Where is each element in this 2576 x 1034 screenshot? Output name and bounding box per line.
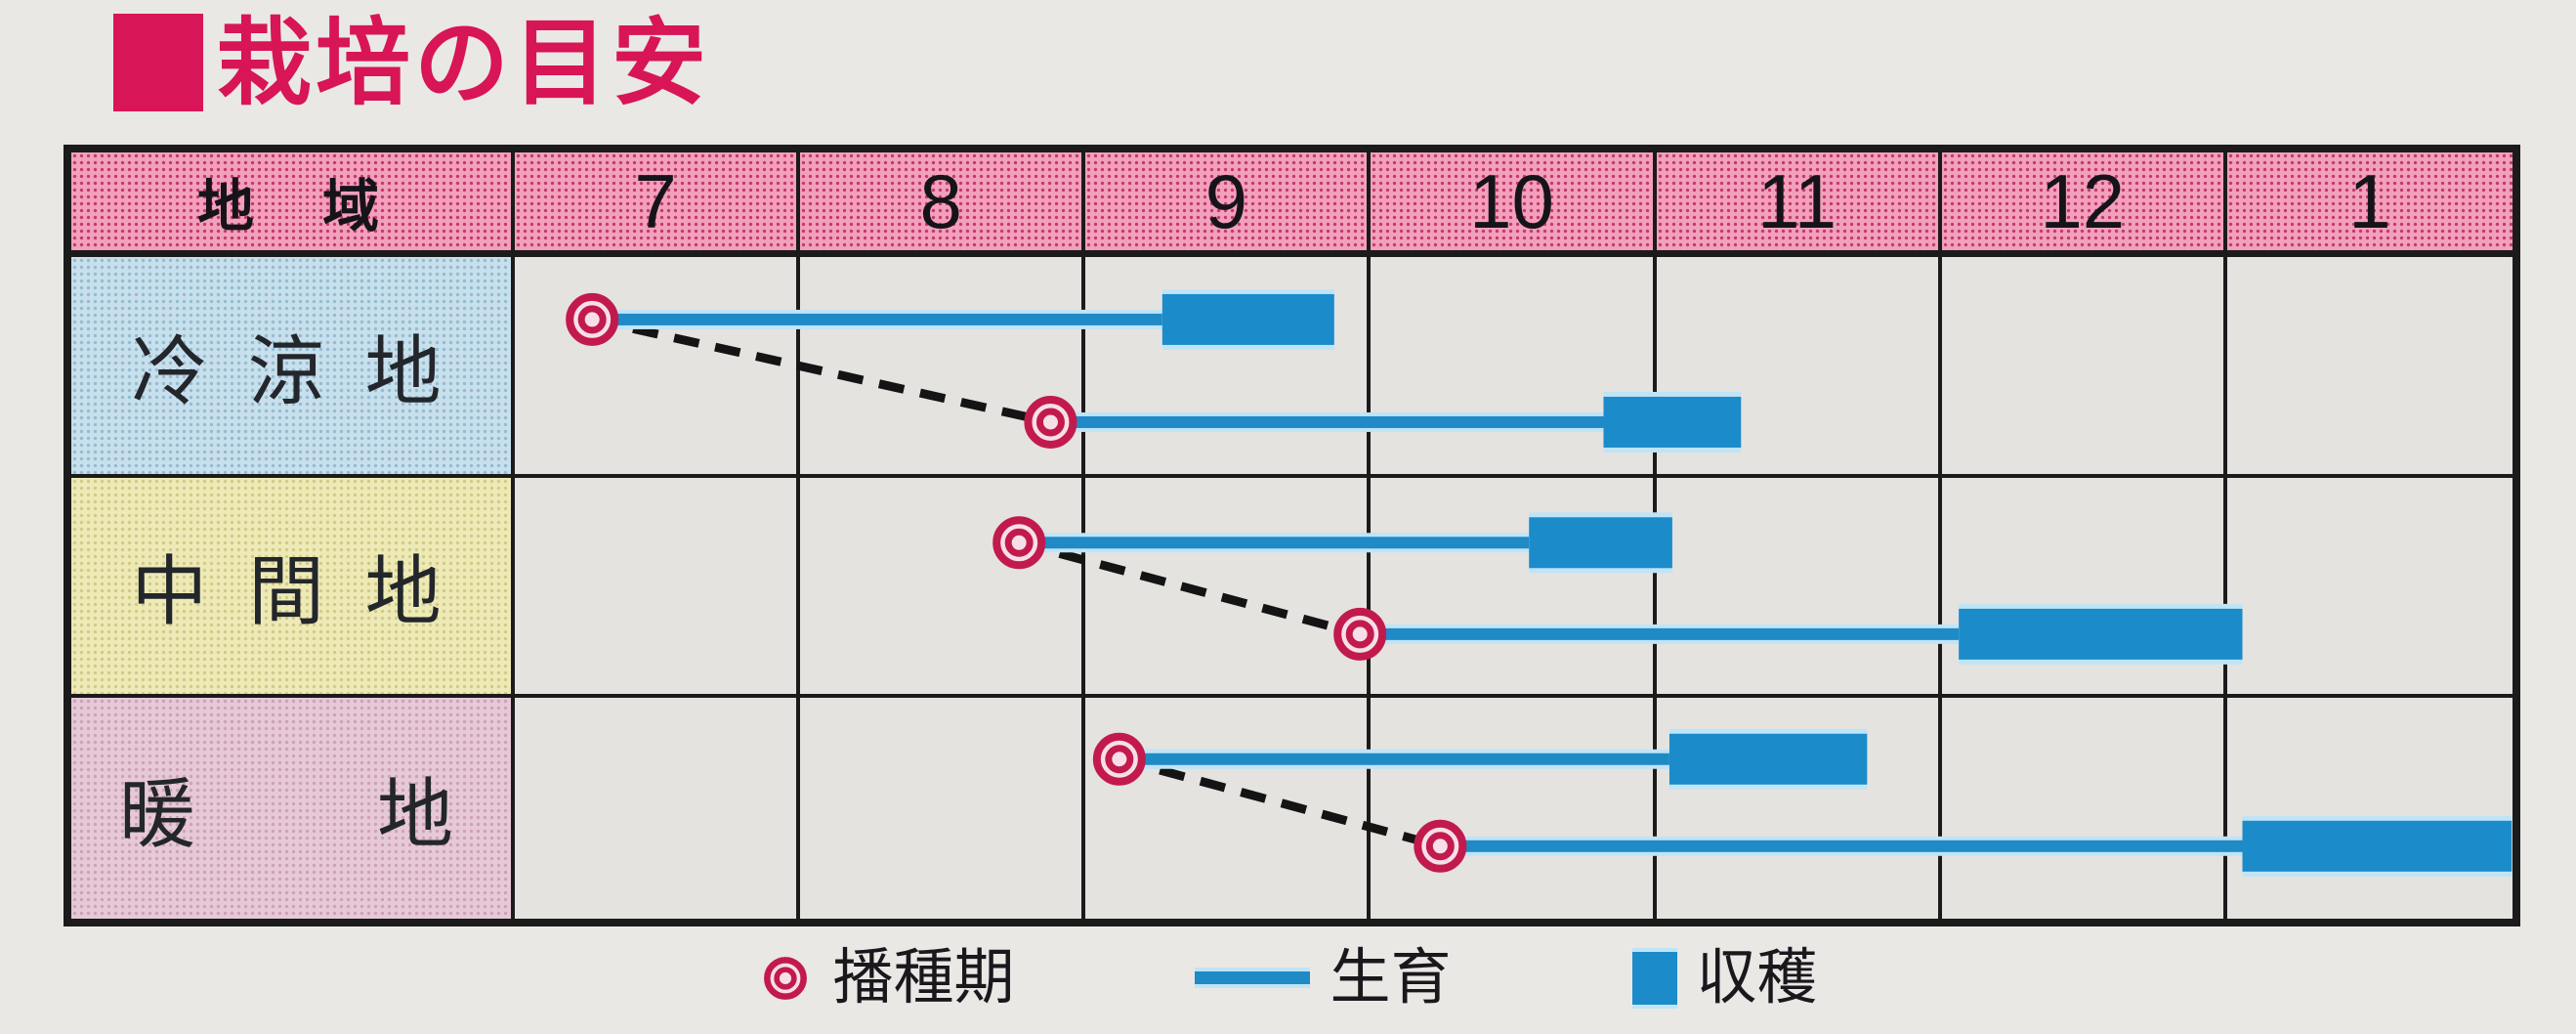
legend-label-sowing: 播種期	[832, 943, 1015, 1012]
page-title-row: 栽培の目安	[113, 14, 710, 111]
month-header-1: 1	[2226, 152, 2513, 257]
cultivation-table: 地 域 7 8 9 10 11 12 1 冷 涼 地中 間 地暖 地	[63, 145, 2520, 926]
month-header-8: 8	[800, 152, 1086, 257]
region-column-header: 地 域	[71, 152, 515, 257]
chart-cell	[1085, 477, 1372, 699]
region-label-冷涼地: 冷 涼 地	[71, 257, 515, 478]
legend: 播種期 生育 収穫	[0, 926, 2576, 1029]
chart-cell	[1371, 477, 1657, 699]
chart-cell	[800, 477, 1086, 699]
chart-cell	[515, 477, 801, 699]
chart-cell	[1085, 698, 1372, 919]
legend-item-sowing: 播種期	[758, 943, 1015, 1012]
chart-cell	[800, 698, 1086, 919]
chart-cell	[1941, 698, 2227, 919]
legend-item-growth: 生育	[1195, 943, 1452, 1012]
legend-label-harvest: 収穫	[1696, 943, 1818, 1012]
sowing-marker-icon	[764, 956, 808, 1000]
region-label-中間地: 中 間 地	[71, 477, 515, 699]
month-header-11: 11	[1656, 152, 1942, 257]
harvest-square-icon	[1631, 951, 1677, 1005]
chart-cell	[800, 257, 1086, 478]
chart-cell	[1656, 698, 1942, 919]
chart-cell	[1085, 257, 1372, 478]
chart-cell	[515, 257, 801, 478]
month-header-9: 9	[1085, 152, 1372, 257]
chart-cell	[1371, 257, 1657, 478]
chart-cell	[1371, 698, 1657, 919]
chart-cell	[1941, 477, 2227, 699]
legend-label-growth: 生育	[1330, 943, 1452, 1012]
chart-cell	[2226, 257, 2513, 478]
chart-cell	[1656, 477, 1942, 699]
month-header-10: 10	[1371, 152, 1657, 257]
region-label-暖地: 暖 地	[71, 698, 515, 919]
chart-cell	[515, 698, 801, 919]
title-square-icon	[113, 14, 203, 111]
chart-cell	[1656, 257, 1942, 478]
month-header-12: 12	[1941, 152, 2227, 257]
page-title: 栽培の目安	[217, 9, 710, 116]
chart-cell	[1941, 257, 2227, 478]
legend-item-harvest: 収穫	[1631, 943, 1818, 1012]
growth-line-icon	[1195, 971, 1311, 984]
chart-cell	[2226, 477, 2513, 699]
chart-cell	[2226, 698, 2513, 919]
month-header-7: 7	[515, 152, 801, 257]
